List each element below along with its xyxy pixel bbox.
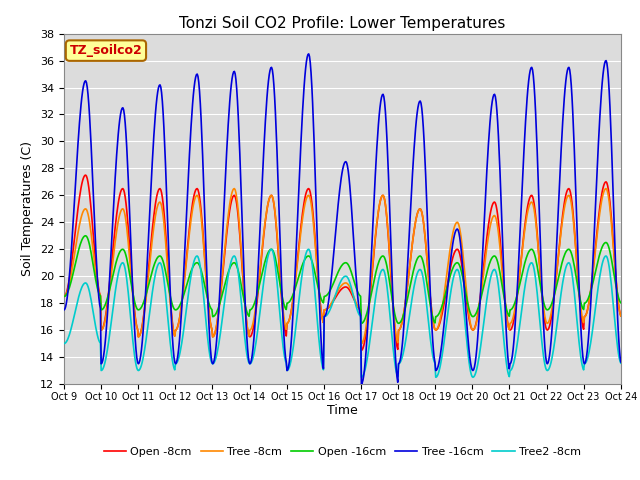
Open -16cm: [412, 260, 419, 266]
Tree2 -8cm: [412, 276, 419, 282]
Open -16cm: [428, 311, 436, 316]
Tree -8cm: [411, 223, 419, 229]
Line: Tree2 -8cm: Tree2 -8cm: [64, 249, 621, 377]
Open -16cm: [128, 287, 136, 292]
Tree2 -8cm: [214, 349, 221, 355]
Tree -16cm: [70, 204, 78, 210]
Tree -16cm: [60, 307, 68, 313]
Y-axis label: Soil Temperatures (C): Soil Temperatures (C): [22, 141, 35, 276]
Tree2 -8cm: [184, 294, 192, 300]
Tree -8cm: [602, 186, 610, 192]
Open -8cm: [428, 310, 436, 315]
Tree -16cm: [305, 51, 312, 57]
Tree -8cm: [184, 244, 192, 250]
Tree2 -8cm: [127, 323, 135, 328]
Tree -16cm: [214, 329, 221, 335]
Open -16cm: [185, 276, 193, 281]
Open -16cm: [358, 321, 365, 326]
Open -16cm: [82, 233, 90, 239]
Tree -8cm: [358, 341, 365, 347]
Tree -16cm: [617, 359, 625, 365]
Tree2 -8cm: [268, 246, 275, 252]
Title: Tonzi Soil CO2 Profile: Lower Temperatures: Tonzi Soil CO2 Profile: Lower Temperatur…: [179, 16, 506, 31]
Open -8cm: [412, 218, 419, 224]
Open -8cm: [185, 232, 193, 238]
Tree -16cm: [412, 126, 419, 132]
Open -16cm: [70, 266, 78, 272]
Open -8cm: [60, 293, 68, 300]
Tree -8cm: [127, 277, 135, 283]
Line: Open -16cm: Open -16cm: [64, 236, 621, 324]
Tree2 -8cm: [60, 341, 68, 347]
Open -8cm: [214, 313, 222, 319]
Tree -8cm: [70, 254, 78, 260]
Tree -8cm: [60, 293, 68, 300]
Tree -16cm: [358, 381, 365, 387]
Text: TZ_soilco2: TZ_soilco2: [70, 44, 142, 57]
Line: Tree -8cm: Tree -8cm: [64, 189, 621, 344]
Tree -16cm: [127, 254, 135, 260]
Tree2 -8cm: [358, 374, 365, 380]
Open -16cm: [60, 293, 68, 300]
Tree -8cm: [214, 318, 221, 324]
Tree -16cm: [184, 182, 192, 188]
Line: Open -8cm: Open -8cm: [64, 175, 621, 350]
X-axis label: Time: Time: [327, 405, 358, 418]
Legend: Open -8cm, Tree -8cm, Open -16cm, Tree -16cm, Tree2 -8cm: Open -8cm, Tree -8cm, Open -16cm, Tree -…: [99, 442, 586, 461]
Tree -16cm: [428, 323, 436, 329]
Open -8cm: [82, 172, 90, 178]
Open -16cm: [214, 306, 222, 312]
Tree2 -8cm: [70, 313, 78, 319]
Tree -8cm: [617, 313, 625, 319]
Open -16cm: [617, 300, 625, 306]
Open -8cm: [358, 348, 365, 353]
Tree -8cm: [428, 302, 435, 308]
Open -8cm: [617, 313, 625, 319]
Open -8cm: [128, 279, 136, 285]
Tree2 -8cm: [428, 348, 436, 353]
Tree2 -8cm: [617, 360, 625, 366]
Open -8cm: [70, 239, 78, 245]
Line: Tree -16cm: Tree -16cm: [64, 54, 621, 384]
